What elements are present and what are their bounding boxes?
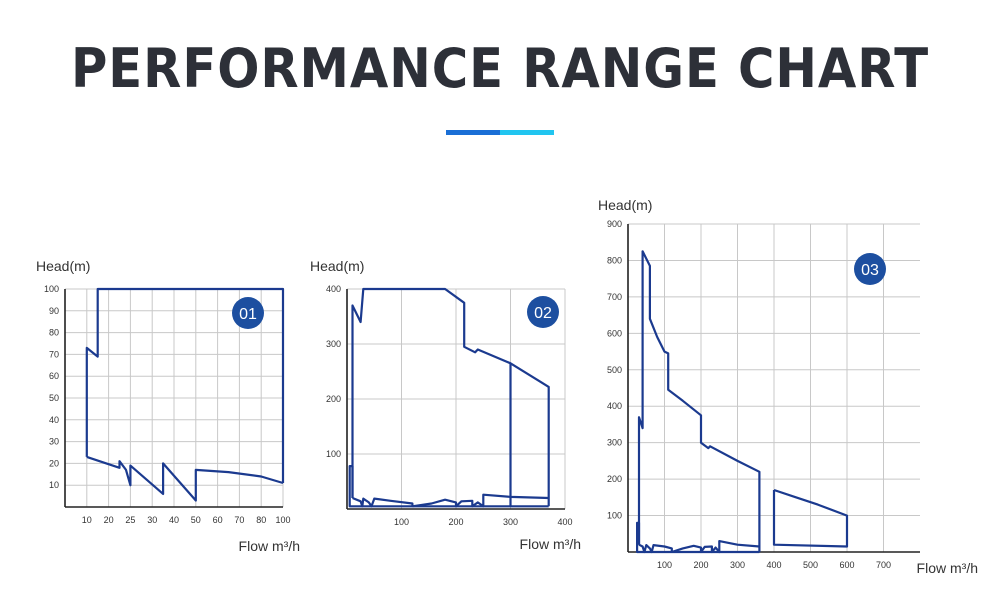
x-tick-label: 25 (125, 515, 135, 525)
y-tick-label: 400 (607, 401, 622, 411)
y-tick-label: 70 (49, 349, 59, 359)
badge-circle (527, 296, 559, 328)
chart-panel-03: 100 200 300 400 500 600 700 100 200 300 400 500 600 7… (590, 195, 985, 585)
x-tick-label: 100 (394, 517, 409, 527)
x-axis-label: Flow m³/h (520, 536, 581, 552)
performance-curve-5 (772, 488, 849, 548)
performance-curve-1 (351, 287, 550, 507)
x-tick-label: 300 (730, 560, 745, 570)
badge-label: 02 (534, 305, 552, 322)
x-axis-label: Flow m³/h (917, 560, 978, 576)
y-tick-label: 200 (326, 394, 341, 404)
grid (65, 288, 284, 507)
badge-circle (854, 253, 886, 285)
badge-circle (232, 297, 264, 329)
chart-02: 100 200 300 400 100 200 300 400 Head(m) Flow m³/h… (310, 258, 581, 552)
y-tick-label: 40 (49, 415, 59, 425)
y-tick-label: 300 (607, 438, 622, 448)
chart-badge: 02 (527, 296, 559, 328)
badge-label: 03 (861, 262, 879, 279)
x-tick-label: 400 (766, 560, 781, 570)
x-tick-label: 20 (104, 515, 114, 525)
y-tick-label: 80 (49, 328, 59, 338)
x-tick-label: 80 (256, 515, 266, 525)
y-axis-label: Head(m) (310, 258, 364, 274)
performance-curve-1 (85, 287, 285, 483)
chart-badge: 03 (854, 253, 886, 285)
x-tick-label: 100 (657, 560, 672, 570)
x-tick-label: 200 (448, 517, 463, 527)
chart-panel-02: 100 200 300 400 100 200 300 400 Head(m) Flow m³/h… (305, 255, 585, 555)
y-tick-label: 100 (607, 511, 622, 521)
y-axis-label: Head(m) (598, 197, 652, 213)
y-tick-label: 20 (49, 458, 59, 468)
x-tick-label: 700 (876, 560, 891, 570)
y-tick-label: 90 (49, 306, 59, 316)
performance-curve-5 (412, 493, 549, 508)
performance-curve-1 (637, 250, 761, 552)
performance-curve-2 (635, 521, 760, 554)
y-tick-label: 100 (326, 449, 341, 459)
x-tick-label: 400 (557, 517, 572, 527)
chart-03: 100 200 300 400 500 600 700 100 200 300 400 500 600 7… (598, 197, 978, 576)
performance-curve-3 (638, 543, 673, 554)
performance-curve-4 (352, 496, 414, 508)
y-tick-label: 100 (44, 284, 59, 294)
title-underline (446, 130, 554, 135)
x-tick-label: 500 (803, 560, 818, 570)
x-tick-label: 70 (234, 515, 244, 525)
title-underline-right (500, 130, 554, 135)
x-tick-label: 10 (82, 515, 92, 525)
x-tick-label: 30 (147, 515, 157, 525)
page-title: PERFORMANCE RANGE CHART (70, 37, 930, 100)
x-tick-label: 60 (213, 515, 223, 525)
y-tick-label: 500 (607, 365, 622, 375)
x-tick-label: 200 (693, 560, 708, 570)
y-tick-label: 600 (607, 328, 622, 338)
chart-badge: 01 (232, 297, 264, 329)
y-tick-label: 800 (607, 255, 622, 265)
x-axis-label: Flow m³/h (239, 538, 300, 554)
x-tick-label: 50 (191, 515, 201, 525)
y-axis-label: Head(m) (36, 258, 90, 274)
y-tick-label: 30 (49, 437, 59, 447)
y-tick-label: 200 (607, 474, 622, 484)
badge-label: 01 (239, 306, 257, 323)
y-tick-label: 700 (607, 292, 622, 302)
x-tick-label: 300 (503, 517, 518, 527)
y-tick-label: 50 (49, 393, 59, 403)
chart-panel-01: 10 20 25 30 40 50 60 70 80 100 10 20 30 40 50 60 70 80 90 1… (30, 255, 300, 555)
performance-curve-2 (86, 455, 284, 502)
y-tick-label: 400 (326, 284, 341, 294)
performance-curve-4 (671, 540, 760, 554)
x-tick-label: 100 (275, 515, 290, 525)
title-underline-left (446, 130, 500, 135)
y-tick-label: 900 (607, 219, 622, 229)
y-tick-label: 10 (49, 480, 59, 490)
grid (347, 288, 566, 509)
x-tick-label: 40 (169, 515, 179, 525)
y-tick-label: 60 (49, 371, 59, 381)
chart-01: 10 20 25 30 40 50 60 70 80 100 10 20 30 40 50 60 70 80 90 1… (36, 258, 300, 554)
x-tick-label: 600 (839, 560, 854, 570)
y-tick-label: 300 (326, 339, 341, 349)
